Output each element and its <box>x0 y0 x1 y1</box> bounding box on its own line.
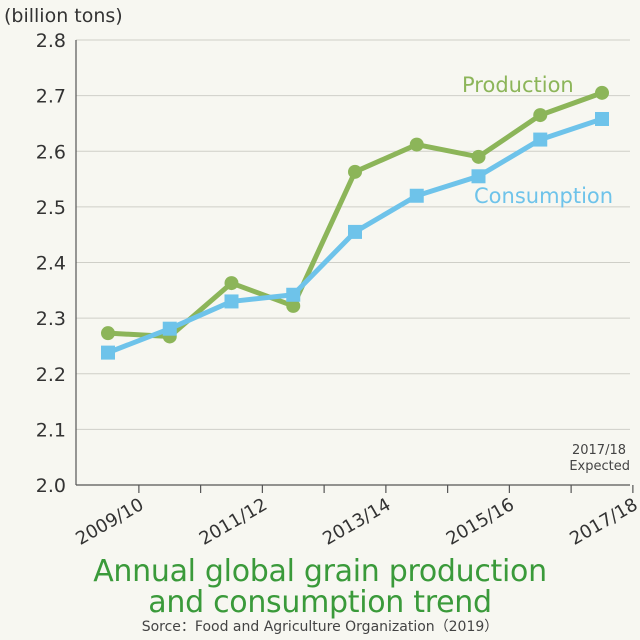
y-tick-labels: 2.0 2.1 2.2 2.3 2.4 2.5 2.6 2.7 2.8 <box>36 30 66 497</box>
y-tick-label: 2.5 <box>36 197 66 219</box>
production-series-label: Production <box>462 73 574 97</box>
x-tick-label: 2015/16 <box>443 494 518 550</box>
y-tick-label: 2.1 <box>36 419 66 441</box>
consumption-point <box>595 111 609 126</box>
x-tick-label: 2017/18 <box>566 494 640 550</box>
x-tick-label: 2009/10 <box>72 494 147 550</box>
y-tick-label: 2.3 <box>36 308 66 330</box>
y-tick-label: 2.4 <box>36 253 66 275</box>
x-tick-label: 2011/12 <box>196 494 271 550</box>
production-line <box>107 90 603 339</box>
consumption-point <box>409 188 424 203</box>
production-point <box>101 326 115 341</box>
grid-lines <box>76 39 630 430</box>
consumption-point <box>101 345 115 360</box>
consumption-point <box>348 224 362 239</box>
consumption-point <box>162 321 177 336</box>
chart-title-line-2: and consumption trend <box>148 585 492 620</box>
production-point <box>286 298 301 313</box>
production-point <box>224 276 239 291</box>
title-block: Annual global grain production and consu… <box>0 556 640 636</box>
series-lines <box>101 85 609 360</box>
consumption-point <box>471 169 486 184</box>
chart-title-line-1: Annual global grain production <box>93 554 547 589</box>
y-tick-label: 2.2 <box>36 364 66 386</box>
y-tick-label: 2.8 <box>36 30 66 52</box>
consumption-point <box>224 294 239 309</box>
axes <box>75 40 634 493</box>
consumption-point <box>286 287 301 302</box>
y-tick-label: 2.0 <box>36 475 66 497</box>
production-point <box>471 149 486 164</box>
source-note: Sorce：Food and Agriculture Organization（… <box>141 619 499 635</box>
consumption-series-label: Consumption <box>474 184 613 208</box>
y-tick-label: 2.7 <box>36 86 66 108</box>
production-point <box>348 164 362 179</box>
x-tick-label: 2013/14 <box>319 494 394 550</box>
production-point <box>533 108 548 123</box>
chart: 2.0 2.1 2.2 2.3 2.4 2.5 2.6 2.7 2.8 2009/10 2011/… <box>4 5 640 550</box>
y-tick-label: 2.6 <box>36 141 66 163</box>
x-tick-labels: 2009/10 2011/12 2013/14 2015/16 2017/18 <box>72 494 640 550</box>
production-point <box>595 85 609 100</box>
production-point <box>409 137 424 152</box>
consumption-point <box>533 132 548 147</box>
annotation-line-2: Expected <box>569 459 630 474</box>
annotation-line-1: 2017/18 <box>572 443 626 458</box>
series-labels: Production Consumption <box>462 73 613 208</box>
unit-label: (billion tons) <box>4 5 123 27</box>
